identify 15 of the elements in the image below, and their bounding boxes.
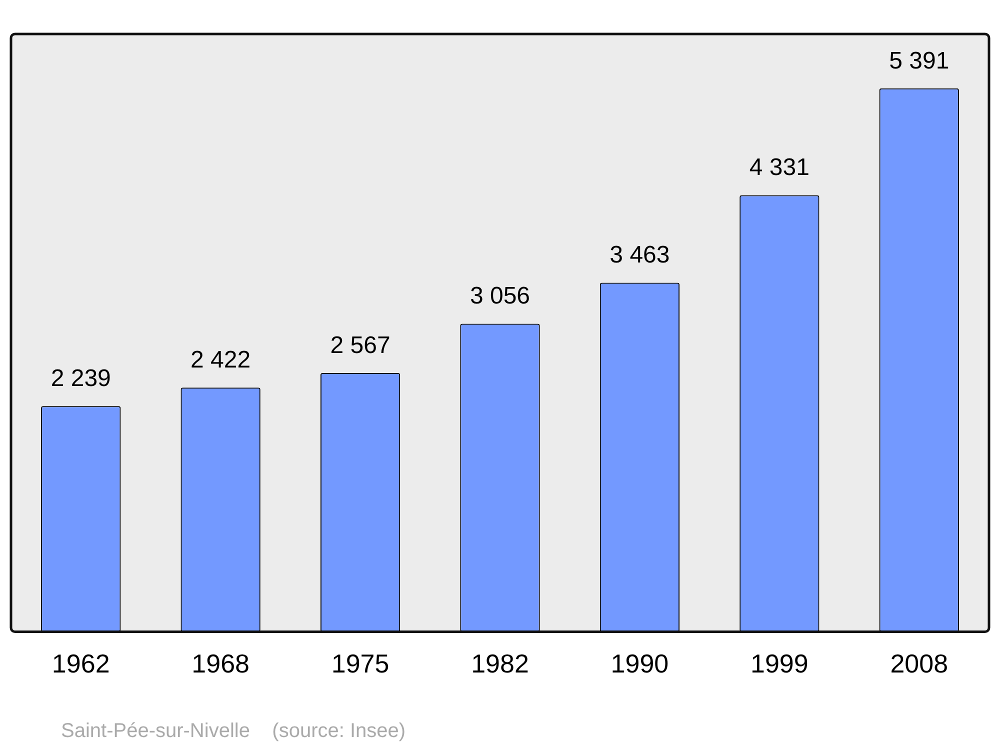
data-label: 3 463 — [610, 242, 670, 269]
x-tick-label: 1990 — [610, 648, 669, 679]
data-label: 4 331 — [749, 154, 810, 182]
data-label: 2 239 — [50, 365, 111, 392]
x-tick-label: 1962 — [52, 648, 110, 679]
x-tick-label: 1999 — [750, 648, 808, 679]
data-label: 3 056 — [470, 282, 530, 310]
data-label: 2 422 — [190, 346, 251, 374]
data-label: 5 391 — [889, 47, 950, 74]
x-tick-label: 1982 — [471, 648, 529, 679]
x-tick-label: 2008 — [890, 648, 948, 679]
data-label: 2 567 — [330, 332, 390, 360]
x-tick-label: 1975 — [331, 648, 390, 679]
text: Saint-Pée-sur-Nivelle (source: Insee) — [61, 720, 406, 742]
x-tick-label: 1968 — [192, 648, 250, 679]
